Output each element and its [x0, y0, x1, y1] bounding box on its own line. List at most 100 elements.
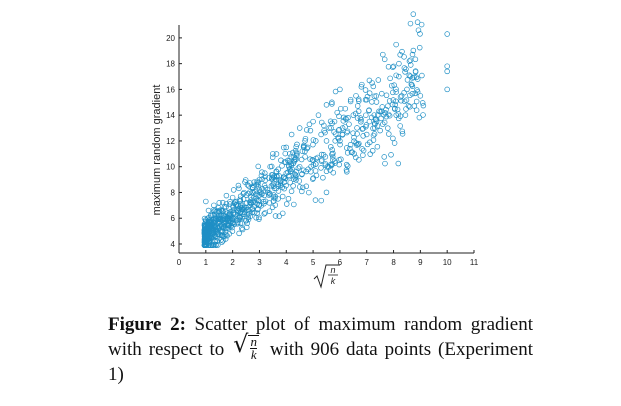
data-point: [370, 83, 377, 90]
data-point: [371, 131, 378, 137]
data-point: [285, 157, 291, 164]
data-point: [333, 131, 339, 137]
data-point: [247, 180, 253, 186]
data-point: [214, 229, 220, 236]
data-point: [337, 86, 343, 93]
data-point: [354, 131, 360, 137]
data-point: [391, 140, 398, 146]
data-point: [367, 151, 373, 157]
data-point: [360, 133, 366, 139]
data-point: [226, 210, 233, 217]
data-point: [343, 116, 349, 122]
data-point: [344, 129, 350, 136]
data-point: [207, 232, 214, 238]
data-point: [364, 141, 371, 148]
data-point: [444, 68, 450, 75]
data-point: [356, 98, 362, 104]
caption-text-2: with 906 data points (Experiment 1): [108, 339, 533, 385]
y-tick-label: 14: [166, 111, 175, 120]
data-point: [393, 98, 399, 105]
data-point: [235, 208, 241, 215]
data-point: [411, 74, 417, 81]
data-point: [318, 165, 324, 171]
data-point: [338, 156, 344, 163]
data-point: [381, 154, 387, 160]
data-point: [318, 197, 325, 204]
data-point: [356, 157, 362, 163]
data-point: [386, 112, 393, 119]
data-point: [328, 161, 334, 168]
data-point: [288, 131, 295, 138]
data-point: [412, 90, 419, 97]
data-point: [281, 174, 288, 181]
data-point: [285, 169, 291, 175]
data-point: [289, 166, 296, 173]
data-point: [299, 188, 305, 195]
data-point: [409, 83, 416, 89]
data-point: [306, 189, 312, 196]
data-point: [216, 208, 223, 215]
data-point: [313, 161, 319, 167]
data-point: [399, 128, 406, 135]
data-point: [358, 119, 364, 125]
data-point: [396, 60, 402, 67]
data-point: [347, 96, 354, 103]
x-tick-label: 0: [177, 258, 182, 267]
data-point: [347, 141, 354, 148]
data-point: [310, 118, 316, 125]
data-point: [394, 106, 401, 113]
y-tick-label: 10: [166, 163, 175, 172]
data-point: [217, 232, 223, 239]
data-point: [337, 141, 343, 148]
data-point: [366, 90, 373, 96]
data-point: [330, 157, 336, 163]
data-point: [342, 124, 348, 130]
data-point: [259, 169, 265, 175]
data-point: [220, 208, 226, 215]
data-point: [416, 44, 423, 51]
data-point: [286, 162, 292, 169]
data-point: [304, 145, 310, 152]
data-point: [256, 216, 262, 222]
data-point: [301, 142, 307, 149]
data-point: [223, 201, 230, 207]
data-point: [368, 114, 375, 121]
data-point: [393, 89, 399, 95]
data-point: [381, 119, 388, 126]
data-point: [293, 144, 299, 150]
x-tick-label: 3: [257, 258, 262, 267]
data-point: [287, 179, 294, 186]
figure-caption: Figure 2: Scatter plot of maximum random…: [108, 312, 533, 387]
data-point: [273, 168, 279, 175]
data-point: [359, 146, 365, 152]
data-point: [266, 190, 273, 196]
data-point: [277, 180, 284, 186]
data-point: [243, 224, 250, 231]
data-point: [444, 86, 450, 93]
data-point: [231, 214, 238, 221]
data-point: [268, 163, 275, 170]
data-point: [306, 121, 313, 128]
data-point: [358, 84, 365, 90]
data-point: [293, 156, 299, 163]
data-point: [283, 144, 290, 151]
data-point: [271, 180, 277, 187]
data-point: [363, 123, 369, 130]
data-point: [362, 87, 369, 93]
data-point: [255, 163, 261, 170]
data-point: [313, 155, 319, 162]
data-point: [399, 131, 406, 137]
data-point: [366, 77, 373, 84]
data-point: [318, 151, 325, 158]
data-point: [290, 149, 296, 156]
data-point: [362, 96, 369, 103]
data-point: [413, 98, 420, 105]
data-point: [239, 226, 246, 233]
data-point: [237, 198, 244, 204]
data-point: [219, 208, 226, 214]
data-point: [329, 99, 335, 106]
data-point: [307, 127, 314, 134]
data-point: [418, 21, 425, 28]
data-point: [413, 107, 420, 113]
